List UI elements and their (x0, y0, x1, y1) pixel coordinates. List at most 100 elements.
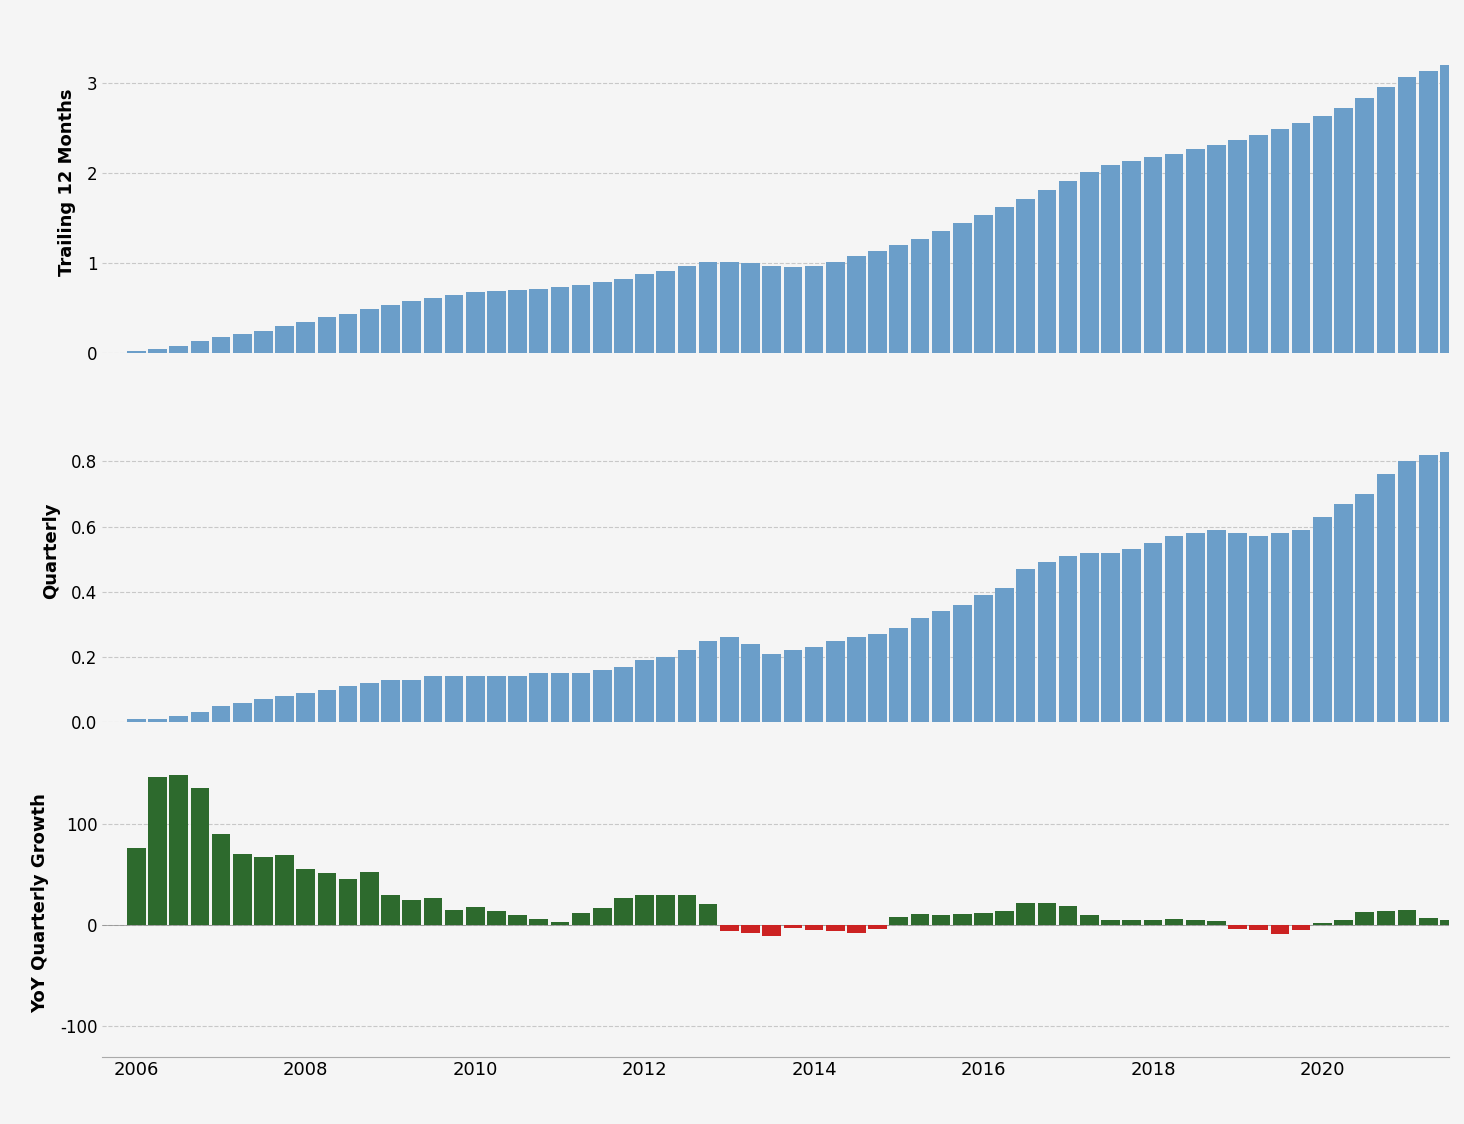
Bar (613, 898, 632, 925)
Bar (1123, 161, 1140, 353)
Bar (190, 341, 209, 353)
Bar (255, 856, 272, 925)
Bar (1271, 533, 1290, 722)
Bar (974, 215, 993, 353)
Bar (297, 321, 315, 353)
Bar (848, 256, 865, 353)
Bar (1334, 108, 1353, 353)
Bar (1058, 556, 1078, 722)
Bar (678, 895, 697, 925)
Bar (318, 317, 337, 353)
Bar (488, 291, 505, 353)
Bar (613, 279, 632, 353)
Bar (1376, 87, 1395, 353)
Bar (848, 637, 865, 722)
Bar (466, 907, 485, 925)
Bar (1271, 129, 1290, 353)
Bar (911, 618, 930, 722)
Bar (148, 348, 167, 353)
Bar (763, 266, 780, 353)
Bar (1291, 925, 1310, 931)
Bar (488, 912, 505, 925)
Bar (1313, 923, 1332, 925)
Bar (1376, 474, 1395, 722)
Bar (698, 263, 717, 353)
Bar (381, 680, 400, 722)
Bar (1398, 76, 1416, 353)
Bar (1208, 922, 1225, 925)
Bar (212, 834, 230, 925)
Bar (1143, 543, 1162, 722)
Bar (720, 637, 739, 722)
Bar (826, 925, 845, 932)
Bar (1080, 553, 1098, 722)
Bar (763, 654, 780, 722)
Bar (741, 925, 760, 933)
Bar (381, 305, 400, 353)
Bar (1143, 157, 1162, 353)
Bar (1249, 135, 1268, 353)
Bar (530, 919, 548, 925)
Bar (572, 673, 590, 722)
Bar (297, 869, 315, 925)
Bar (996, 589, 1015, 722)
Bar (1208, 529, 1225, 722)
Bar (635, 660, 654, 722)
Bar (1313, 116, 1332, 353)
Bar (635, 274, 654, 353)
Bar (148, 719, 167, 722)
Bar (613, 667, 632, 722)
Bar (212, 337, 230, 353)
Bar (1441, 452, 1458, 722)
Bar (931, 611, 950, 722)
Bar (360, 872, 379, 925)
Bar (170, 716, 187, 722)
Bar (403, 900, 422, 925)
Bar (360, 309, 379, 353)
Bar (530, 673, 548, 722)
Bar (805, 647, 823, 722)
Y-axis label: YoY Quarterly Growth: YoY Quarterly Growth (31, 792, 48, 1013)
Y-axis label: Quarterly: Quarterly (42, 502, 60, 599)
Bar (445, 677, 463, 722)
Bar (783, 925, 802, 928)
Bar (1058, 181, 1078, 353)
Bar (466, 677, 485, 722)
Bar (826, 641, 845, 722)
Bar (360, 683, 379, 722)
Bar (381, 895, 400, 925)
Bar (1080, 172, 1098, 353)
Bar (338, 879, 357, 925)
Bar (1143, 921, 1162, 925)
Bar (1038, 562, 1057, 722)
Bar (763, 925, 780, 936)
Bar (1334, 504, 1353, 722)
Bar (338, 314, 357, 353)
Bar (1101, 553, 1120, 722)
Bar (1313, 517, 1332, 722)
Bar (127, 351, 146, 353)
Bar (805, 925, 823, 931)
Bar (1356, 913, 1375, 925)
Bar (127, 719, 146, 722)
Bar (550, 287, 569, 353)
Bar (275, 854, 294, 925)
Bar (720, 925, 739, 932)
Bar (170, 774, 187, 925)
Bar (698, 904, 717, 925)
Bar (1228, 925, 1247, 930)
Bar (656, 656, 675, 722)
Bar (678, 651, 697, 722)
Bar (423, 677, 442, 722)
Bar (466, 292, 485, 353)
Bar (974, 595, 993, 722)
Bar (1419, 918, 1438, 925)
Bar (1016, 903, 1035, 925)
Bar (508, 290, 527, 353)
Bar (931, 915, 950, 925)
Bar (1398, 461, 1416, 722)
Bar (1038, 903, 1057, 925)
Bar (572, 285, 590, 353)
Bar (170, 346, 187, 353)
Bar (190, 713, 209, 722)
